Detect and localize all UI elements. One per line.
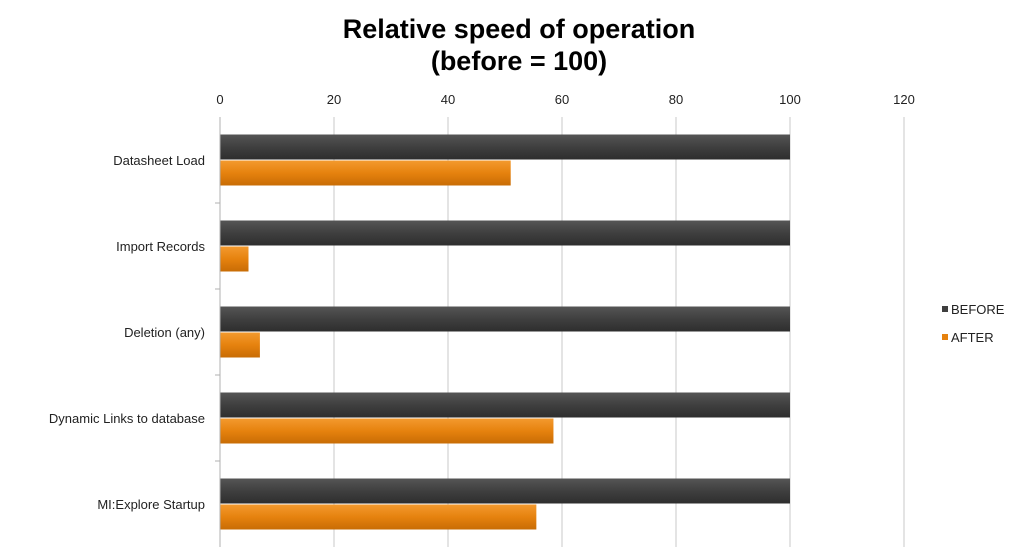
category-label: Dynamic Links to database — [49, 411, 205, 426]
x-tick-label: 40 — [441, 92, 455, 107]
bar-before-deletion-any — [220, 306, 790, 332]
bar-before-mi-explore-startup — [220, 478, 790, 504]
category-labels: Datasheet Load Import Records Deletion (an… — [49, 153, 206, 512]
legend-swatch-before — [942, 306, 948, 312]
legend: BEFORE AFTER — [942, 302, 1005, 345]
bar-after-datasheet-load — [220, 160, 511, 186]
bar-before-import-records — [220, 220, 790, 246]
category-label: Datasheet Load — [113, 153, 205, 168]
bar-after-dynamic-links-to-database — [220, 418, 554, 444]
x-tick-label: 0 — [216, 92, 223, 107]
bar-after-import-records — [220, 246, 249, 272]
chart-title: Relative speed of operation — [343, 14, 696, 44]
chart-subtitle: (before = 100) — [431, 46, 607, 76]
bar-before-dynamic-links-to-database — [220, 392, 790, 418]
bars — [220, 134, 790, 530]
bar-after-deletion-any — [220, 332, 260, 358]
bar-after-mi-explore-startup — [220, 504, 537, 530]
x-tick-label: 120 — [893, 92, 915, 107]
legend-swatch-after — [942, 334, 948, 340]
category-label: Import Records — [116, 239, 205, 254]
y-axis — [215, 117, 221, 547]
legend-label-before: BEFORE — [951, 302, 1005, 317]
category-label: Deletion (any) — [124, 325, 205, 340]
x-tick-label: 60 — [555, 92, 569, 107]
x-axis-ticks: 0 20 40 60 80 100 120 — [216, 92, 914, 107]
category-label: MI:Explore Startup — [97, 497, 205, 512]
legend-label-after: AFTER — [951, 330, 994, 345]
x-tick-label: 80 — [669, 92, 683, 107]
gridlines — [333, 117, 905, 547]
x-tick-label: 100 — [779, 92, 801, 107]
x-tick-label: 20 — [327, 92, 341, 107]
bar-before-datasheet-load — [220, 134, 790, 160]
